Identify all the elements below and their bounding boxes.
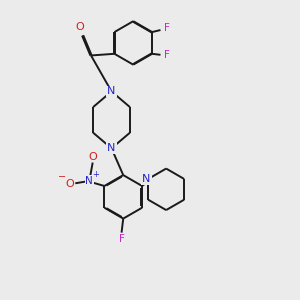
Text: F: F xyxy=(118,234,124,244)
Text: +: + xyxy=(92,170,99,179)
Text: F: F xyxy=(164,50,170,61)
Text: −: − xyxy=(58,172,66,182)
Text: N: N xyxy=(107,143,116,153)
Text: O: O xyxy=(65,179,74,189)
Text: O: O xyxy=(75,22,84,32)
Text: N: N xyxy=(85,176,93,186)
Text: O: O xyxy=(88,152,97,161)
Text: N: N xyxy=(107,86,116,96)
Text: N: N xyxy=(142,174,151,184)
Text: F: F xyxy=(164,23,170,33)
